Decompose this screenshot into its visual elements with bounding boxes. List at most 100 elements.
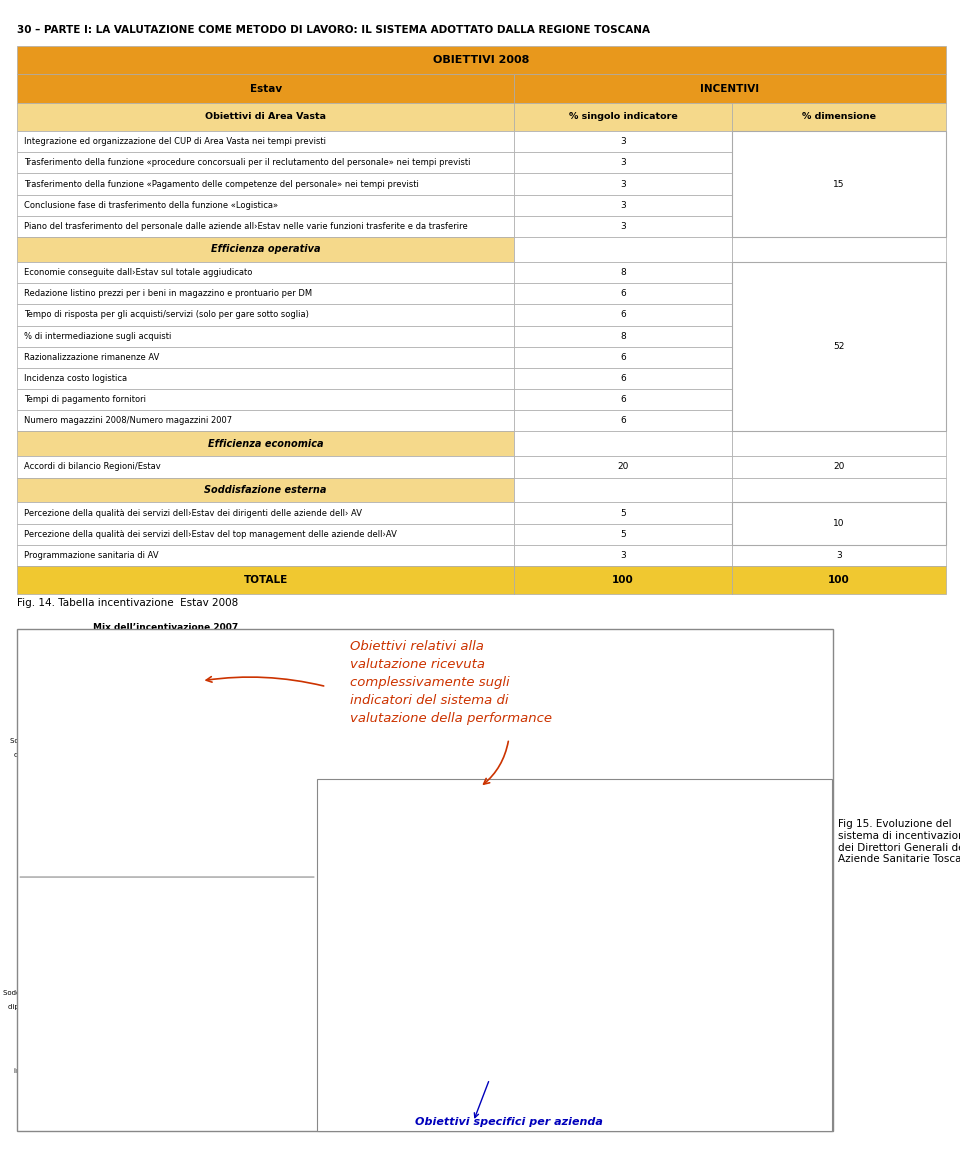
- Bar: [732, 132, 946, 237]
- Text: 6: 6: [620, 417, 626, 426]
- Polygon shape: [250, 1013, 254, 1043]
- Polygon shape: [407, 983, 504, 1012]
- Ellipse shape: [140, 632, 200, 679]
- Bar: [732, 524, 946, 545]
- Polygon shape: [418, 1001, 441, 1034]
- Polygon shape: [118, 760, 165, 805]
- Text: Soddisfazione degli
utenti e dei
dipendenti; 16%: Soddisfazione degli utenti e dei dipende…: [4, 990, 71, 1010]
- Polygon shape: [118, 760, 165, 805]
- Bar: [514, 75, 946, 103]
- Bar: [17, 75, 514, 103]
- Text: 6: 6: [620, 310, 626, 320]
- Polygon shape: [77, 986, 165, 1016]
- Text: Risultati
complessivi del
sistema di
valutazione; 
​6,0%: Risultati complessivi del sistema di val…: [143, 638, 197, 673]
- Polygon shape: [405, 983, 407, 1012]
- Text: Razionalizzazione rimanenze AV: Razionalizzazione rimanenze AV: [24, 353, 159, 361]
- Text: TOTALE: TOTALE: [244, 575, 288, 585]
- Text: Strategie regionali;
​25,0%: Strategie regionali; ​25,0%: [195, 825, 262, 839]
- Polygon shape: [165, 730, 250, 779]
- Polygon shape: [405, 967, 603, 1042]
- Bar: [514, 325, 732, 346]
- Text: Soddisfazione esterna: Soddisfazione esterna: [204, 485, 326, 495]
- Bar: [17, 325, 514, 346]
- Polygon shape: [87, 735, 165, 760]
- Polygon shape: [441, 983, 504, 1020]
- Polygon shape: [165, 760, 235, 797]
- Bar: [514, 216, 732, 237]
- Bar: [732, 456, 946, 478]
- Polygon shape: [77, 1013, 165, 1035]
- Text: 5: 5: [620, 509, 626, 517]
- Text: Integrazione ed organizzazione del CUP di Area Vasta nei tempi previsti: Integrazione ed organizzazione del CUP d…: [24, 137, 325, 147]
- Text: Obiettivi di Area Vasta: Obiettivi di Area Vasta: [205, 112, 326, 121]
- Polygon shape: [498, 983, 557, 1020]
- Polygon shape: [441, 983, 504, 1034]
- Text: Fig. 14. Tabella incentivazione  Estav 2008: Fig. 14. Tabella incentivazione Estav 20…: [17, 598, 238, 608]
- Text: 3: 3: [620, 158, 626, 167]
- Text: Azioni di Area
Vasta; 10%: Azioni di Area Vasta; 10%: [66, 914, 114, 927]
- Bar: [732, 410, 946, 432]
- Bar: [17, 565, 514, 594]
- Bar: [732, 502, 946, 524]
- Polygon shape: [77, 999, 254, 1066]
- Text: Realizzazione del
piano investimenti;
6%: Realizzazione del piano investimenti; 6%: [653, 1027, 717, 1048]
- Text: 5: 5: [620, 530, 626, 539]
- Title: Mix dell’incentivazione 2009: Mix dell’incentivazione 2009: [431, 823, 577, 832]
- Text: Superamento di
specifiche criticità
aziendali; 10%: Superamento di specifiche criticità azie…: [305, 977, 366, 998]
- Text: Efficienza operativa: Efficienza operativa: [211, 245, 321, 255]
- Bar: [732, 545, 946, 565]
- Bar: [17, 478, 514, 502]
- Polygon shape: [407, 983, 504, 1001]
- Text: Economie conseguite dall›Estav sul totale aggiudicato: Economie conseguite dall›Estav sul total…: [24, 268, 252, 277]
- Polygon shape: [424, 952, 504, 983]
- Polygon shape: [77, 1013, 165, 1047]
- Polygon shape: [504, 983, 598, 1017]
- Text: Soddisfazione degli
utenti e dei
dipendenti; ​8,3%: Soddisfazione degli utenti e dei dipende…: [10, 737, 78, 758]
- Bar: [514, 152, 732, 173]
- Polygon shape: [504, 983, 557, 1036]
- Text: Strategie regionali;
22%: Strategie regionali; 22%: [199, 1081, 265, 1095]
- Polygon shape: [405, 960, 504, 990]
- Polygon shape: [598, 983, 603, 1017]
- Text: 8: 8: [620, 268, 626, 277]
- Bar: [17, 132, 514, 152]
- Polygon shape: [445, 945, 504, 983]
- Text: 30 – PARTE I: LA VALUTAZIONE COME METODO DI LAVORO: IL SISTEMA ADOTTATO DALLA RE: 30 – PARTE I: LA VALUTAZIONE COME METODO…: [17, 25, 650, 36]
- Text: Numero magazzini 2008/Numero magazzini 2007: Numero magazzini 2008/Numero magazzini 2…: [24, 417, 232, 426]
- Text: 6: 6: [620, 395, 626, 404]
- Polygon shape: [407, 983, 504, 1012]
- Text: Redazione listino prezzi per i beni in magazzino e prontuario per DM: Redazione listino prezzi per i beni in m…: [24, 290, 312, 298]
- Bar: [514, 195, 732, 216]
- Bar: [17, 262, 514, 283]
- Bar: [17, 368, 514, 389]
- Bar: [17, 502, 514, 524]
- Text: Efficienza economica: Efficienza economica: [207, 439, 324, 449]
- Text: Obiettivi specifici per azienda: Obiettivi specifici per azienda: [415, 1117, 603, 1127]
- Text: Performance
indicatori sanitari;
22%: Performance indicatori sanitari; 22%: [14, 1061, 78, 1080]
- Bar: [17, 346, 514, 368]
- Text: 20: 20: [833, 463, 845, 472]
- Text: Superamento di
specifiche criticità
aziendali; 10%: Superamento di specifiche criticità azie…: [275, 977, 336, 998]
- Text: Risultati
complessivi del
sistema di
valutazione; 30%: Risultati complessivi del sistema di val…: [312, 915, 370, 942]
- Text: 8: 8: [620, 331, 626, 340]
- Polygon shape: [82, 749, 165, 787]
- Text: Risultati
complessivi del
sistema di
valutazione; 10%: Risultati complessivi del sistema di val…: [139, 889, 201, 916]
- Text: % di intermediazione sugli acquisti: % di intermediazione sugli acquisti: [24, 331, 171, 340]
- Bar: [17, 103, 514, 132]
- Polygon shape: [504, 945, 603, 995]
- Title: Mix dell’incentivazione 2007: Mix dell’incentivazione 2007: [93, 623, 238, 632]
- Bar: [732, 305, 946, 325]
- Text: 3: 3: [620, 222, 626, 231]
- Polygon shape: [118, 760, 235, 793]
- Text: Tutela della privacy
dei cittadini; 11%: Tutela della privacy dei cittadini; 11%: [482, 833, 546, 846]
- Polygon shape: [504, 983, 598, 1014]
- Bar: [514, 368, 732, 389]
- Text: 100: 100: [828, 575, 850, 585]
- Text: 3: 3: [620, 180, 626, 188]
- Bar: [17, 173, 514, 195]
- Ellipse shape: [139, 878, 201, 927]
- Bar: [17, 545, 514, 565]
- Text: Trasferimento della funzione «Pagamento delle competenze del personale» nei temp: Trasferimento della funzione «Pagamento …: [24, 180, 419, 188]
- Polygon shape: [504, 983, 598, 1017]
- Text: Tempi di pagamento fornitori: Tempi di pagamento fornitori: [24, 395, 146, 404]
